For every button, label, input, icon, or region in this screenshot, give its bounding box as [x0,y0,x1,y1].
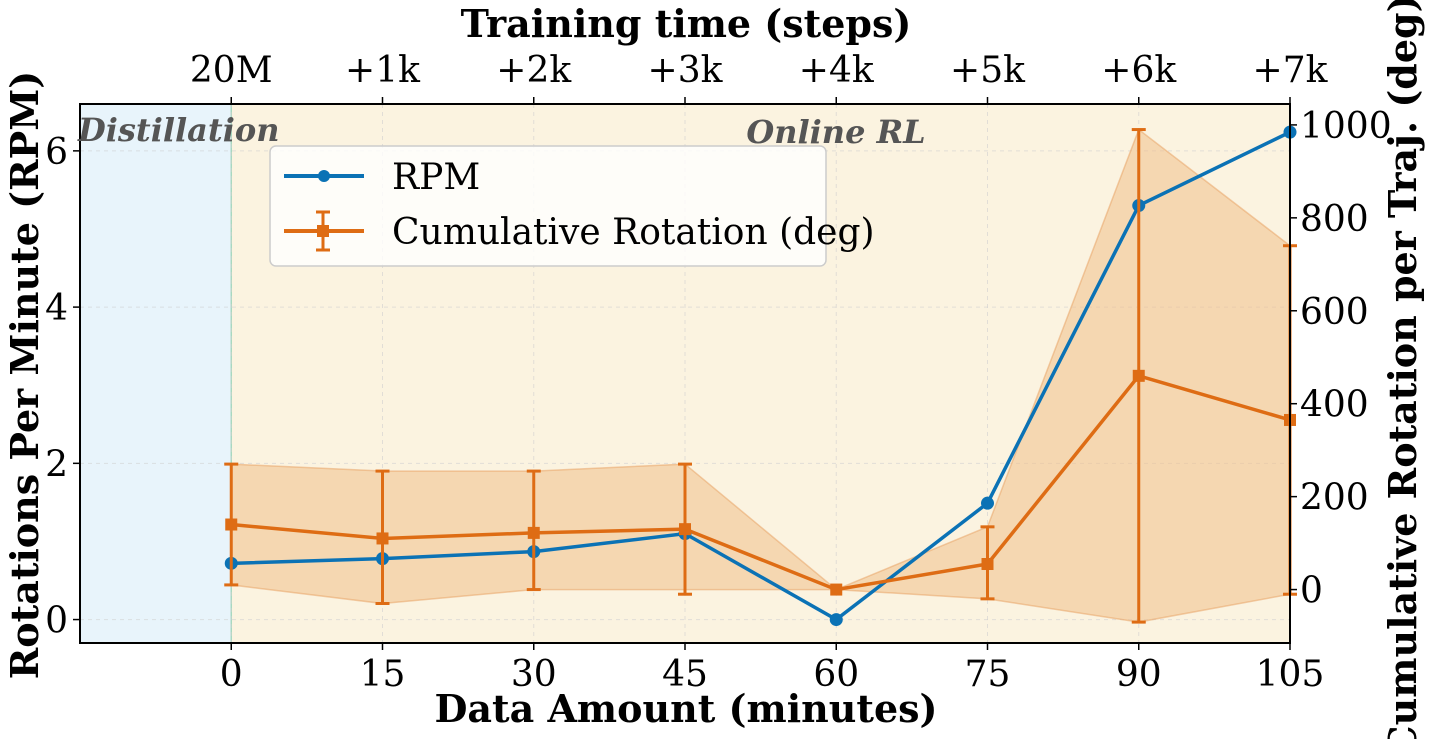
rotation-point [527,526,540,539]
rotation-series-line [231,373,1291,592]
bottom-tick-label: 0 [220,654,243,695]
right-tick-label: 800 [1300,199,1369,240]
right-tick-label: 1000 [1300,106,1392,147]
legend-label-rpm: RPM [392,157,480,198]
region-label-online-rl: Online RL [746,113,925,151]
region-distillation-background [80,104,232,643]
right-tick-label: 0 [1300,571,1323,612]
bottom-tick-label: 30 [511,654,557,695]
legend-item-rpm: RPM [284,157,480,198]
bottom-tick-label: 45 [662,654,708,695]
left-tick-label: 2 [45,444,68,485]
rotation-point [679,523,691,536]
rpm-point [829,613,843,627]
right-tick-label: 600 [1300,292,1369,333]
left-tick-label: 4 [45,288,68,329]
rotation-point [1132,369,1145,382]
top-tick-label: 20M [190,50,273,91]
right-tick-label: 400 [1300,385,1369,426]
top-tick-label: +2k [496,50,572,91]
legend-rpm-circle-icon [318,170,330,182]
legend-label-cumulative-rotation: Cumulative Rotation (deg) [392,212,875,253]
legend-frame [269,145,827,267]
legend-rotation-square-icon [317,225,329,237]
top-tick-label: +7k [1253,50,1329,91]
rpm-series-line [231,130,1291,622]
top-tick-label: +4k [799,50,875,91]
rotation-point [830,583,843,596]
top-tick-label: +3k [648,50,724,91]
bottom-axis-title: Data Amount (minutes) [434,686,937,731]
left-tick-label: 6 [45,132,68,173]
top-tick-label: +6k [1101,50,1177,91]
bottom-tick-label: 60 [813,654,859,695]
left-axis-title: Rotations Per Minute (RPM) [2,71,47,680]
legend-item-cumulative-rotation: Cumulative Rotation (deg) [284,210,875,253]
rotation-point [981,558,994,571]
left-tick-label: 0 [45,601,68,642]
bottom-tick-label: 75 [965,654,1011,695]
top-axis-title: Training time (steps) [461,1,912,46]
rotation-point [376,532,389,545]
bottom-tick-label: 105 [1256,654,1325,695]
rotation-point [225,518,238,531]
bottom-tick-label: 90 [1116,654,1162,695]
region-label-distillation: Distillation [77,111,279,149]
legend: RPM Cumulative Rotation (deg) [269,145,875,267]
right-tick-label: 200 [1300,478,1369,519]
top-tick-label: +1k [345,50,421,91]
bottom-tick-label: 15 [360,654,406,695]
right-axis-title: Cumulative Rotation per Traj. (deg) [1380,0,1425,739]
top-tick-label: +5k [950,50,1026,91]
rpm-point [981,496,994,510]
